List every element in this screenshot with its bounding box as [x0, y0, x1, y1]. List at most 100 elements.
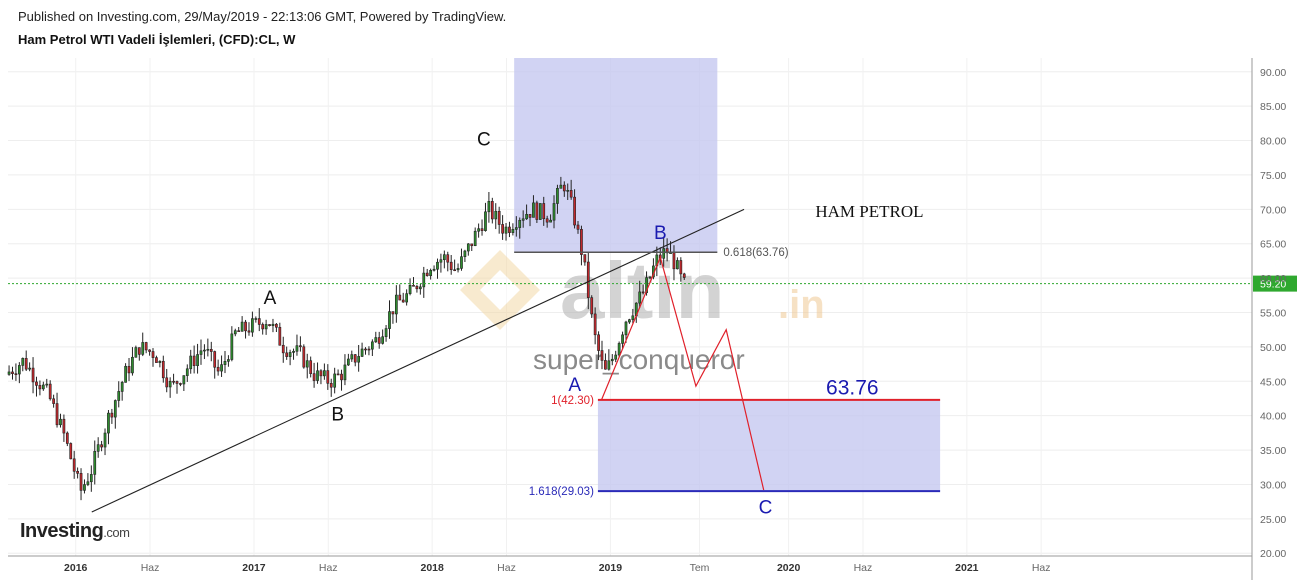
watermark-tld: .in: [778, 283, 825, 327]
candle-body: [501, 224, 504, 234]
last-price-label: 59.20: [1260, 279, 1286, 291]
candle-body: [72, 458, 76, 472]
published-caption: Published on Investing.com, 29/May/2019 …: [18, 9, 507, 24]
candle-body: [137, 347, 141, 355]
y-tick-label: 50.00: [1260, 342, 1286, 354]
candle-body: [593, 313, 597, 336]
candle-body: [480, 228, 484, 231]
candle-body: [76, 470, 79, 474]
candle-body: [631, 315, 635, 320]
x-tick-label: Tem: [690, 562, 710, 574]
candle-body: [127, 365, 131, 374]
candle-body: [538, 203, 542, 220]
candle-body: [525, 214, 528, 220]
candle-body: [641, 291, 645, 294]
candle-body: [227, 359, 230, 362]
candle-body: [367, 348, 371, 351]
candle-body: [463, 250, 467, 257]
candle-body: [24, 358, 28, 370]
candle-body: [449, 261, 453, 271]
candle-body: [216, 366, 220, 372]
candle-body: [206, 348, 210, 351]
candle-body: [48, 383, 52, 400]
candle-body: [28, 367, 31, 370]
candle-body: [377, 337, 381, 344]
candle-body: [83, 484, 86, 491]
candle-body: [45, 383, 49, 386]
candle-body: [422, 272, 426, 288]
candle-body: [113, 400, 117, 418]
wave-label: C: [759, 497, 773, 518]
candle-body: [621, 334, 624, 344]
candle-body: [151, 351, 155, 358]
candle-body: [209, 348, 213, 352]
candle-body: [418, 286, 422, 290]
wave-label: B: [654, 223, 667, 244]
y-tick-label: 75.00: [1260, 170, 1286, 182]
candle-body: [86, 481, 90, 485]
candle-body: [161, 360, 165, 379]
candle-body: [305, 360, 309, 368]
candle-body: [559, 184, 563, 189]
watermark-author: super_conqueror: [533, 344, 745, 375]
y-tick-label: 20.00: [1260, 548, 1286, 560]
candle-body: [398, 294, 402, 301]
y-tick-label: 35.00: [1260, 445, 1286, 457]
candle-body: [179, 383, 182, 385]
fib-zone-box: [597, 399, 941, 492]
candle-body: [299, 345, 302, 348]
candle-body: [295, 345, 299, 352]
y-tick-label: 40.00: [1260, 411, 1286, 423]
candle-body: [494, 210, 498, 220]
candle-body: [251, 318, 254, 333]
candle-body: [223, 361, 227, 365]
candle-body: [329, 382, 333, 388]
y-tick-label: 65.00: [1260, 239, 1286, 251]
candle-body: [682, 273, 686, 278]
candle-body: [271, 323, 275, 327]
candle-body: [429, 270, 432, 277]
candle-body: [638, 291, 642, 304]
candle-body: [35, 381, 38, 386]
candle-body: [17, 365, 21, 375]
investing-logo[interactable]: Investing.com: [20, 520, 130, 542]
candle-body: [580, 229, 583, 255]
x-tick-label: Haz: [1032, 562, 1051, 574]
x-tick-label: Haz: [497, 562, 516, 574]
candle-body: [247, 330, 251, 333]
candle-body: [508, 226, 511, 233]
candle-body: [65, 432, 69, 444]
candle-body: [196, 354, 199, 366]
candle-body: [628, 319, 631, 323]
candle-body: [364, 348, 367, 351]
candle-body: [165, 377, 169, 388]
candle-body: [175, 381, 179, 384]
candle-body: [185, 368, 189, 376]
candle-body: [477, 228, 480, 232]
candle-body: [21, 358, 25, 366]
candle-body: [203, 349, 206, 352]
candle-body: [110, 412, 114, 418]
candle-body: [52, 398, 55, 404]
candle-body: [566, 190, 570, 192]
candle-body: [401, 299, 405, 303]
candle-body: [490, 201, 494, 220]
y-tick-label: 90.00: [1260, 67, 1286, 79]
candle-body: [124, 365, 127, 383]
candle-body: [353, 354, 357, 363]
y-tick-label: 30.00: [1260, 479, 1286, 491]
candle-body: [233, 330, 237, 335]
candle-body: [442, 254, 446, 261]
candle-body: [343, 364, 347, 381]
projection-path: [600, 255, 765, 491]
candle-body: [394, 294, 398, 315]
candle-body: [425, 272, 429, 277]
candle-body: [562, 184, 566, 192]
candle-body: [446, 254, 450, 263]
candle-body: [131, 356, 134, 374]
y-tick-label: 70.00: [1260, 204, 1286, 216]
candle-body: [624, 321, 628, 336]
candle-body: [412, 285, 415, 287]
candle-body: [268, 324, 271, 327]
